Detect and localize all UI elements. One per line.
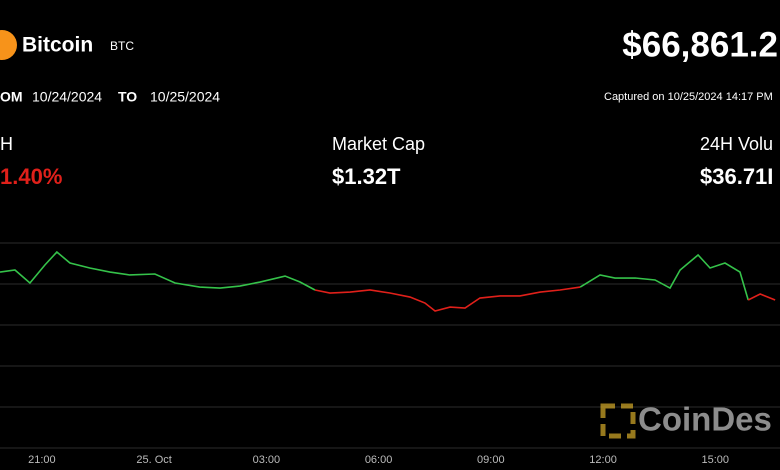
stat-value: 1.40% xyxy=(0,164,62,189)
from-date: 10/24/2024 xyxy=(32,89,102,105)
brand-icon xyxy=(600,403,636,439)
grid xyxy=(0,242,780,449)
price-line xyxy=(747,293,776,301)
x-tick-label: 09:00 xyxy=(477,454,505,466)
btc-logo xyxy=(0,30,17,60)
brand-logo: CoinDes xyxy=(600,401,772,439)
brand-name: CoinDes xyxy=(638,401,772,438)
x-tick-label: 25. Oct xyxy=(136,454,171,466)
stat-value: $36.71I xyxy=(700,164,773,189)
x-tick-label: 21:00 xyxy=(28,454,56,466)
price-line xyxy=(579,253,749,301)
price-line xyxy=(0,250,316,291)
price: $66,861.2 xyxy=(622,25,778,64)
x-tick-label: 03:00 xyxy=(253,454,281,466)
stat-label: H xyxy=(0,134,13,154)
to-date: 10/25/2024 xyxy=(150,89,220,105)
to-label: TO xyxy=(118,89,137,105)
price-line xyxy=(314,286,581,312)
captured: Captured on 10/25/2024 14:17 PM xyxy=(604,91,773,103)
x-tick-label: 06:00 xyxy=(365,454,393,466)
coin-name: Bitcoin xyxy=(22,34,93,57)
stat-value: $1.32T xyxy=(332,164,401,189)
stat-label: Market Cap xyxy=(332,134,425,154)
x-tick-label: 12:00 xyxy=(589,454,617,466)
stat-label: 24H Volu xyxy=(700,134,773,154)
from-label: OM xyxy=(0,89,23,105)
coin-symbol: BTC xyxy=(110,39,134,53)
x-tick-label: 15:00 xyxy=(702,454,730,466)
